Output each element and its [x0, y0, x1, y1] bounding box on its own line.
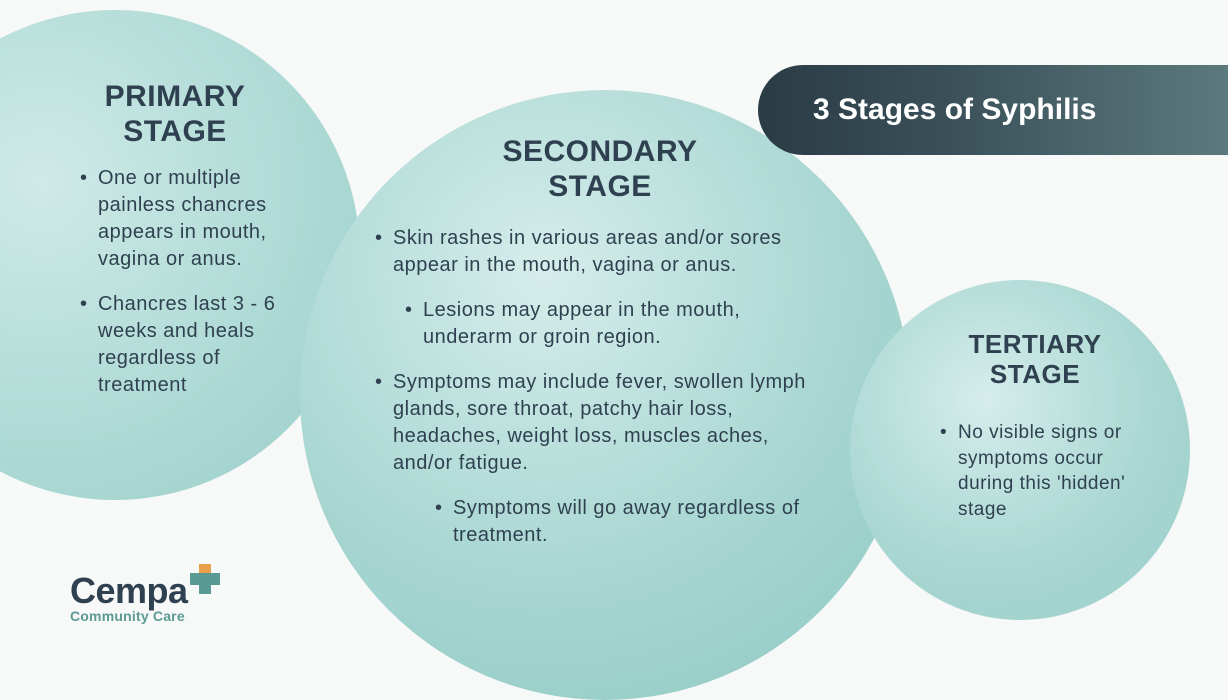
primary-bullets: One or multiple painless chancres appear…: [80, 165, 310, 417]
bullet-text: Lesions may appear in the mouth, underar…: [423, 299, 740, 348]
secondary-stage-title: SECONDARY STAGE: [470, 135, 730, 204]
list-item: Symptoms may include fever, swollen lymp…: [375, 369, 825, 477]
tertiary-stage-title: TERTIARY STAGE: [940, 330, 1130, 390]
bullet-text: Symptoms will go away regardless of trea…: [453, 497, 800, 546]
list-item: One or multiple painless chancres appear…: [80, 165, 310, 273]
brand-logo: Cempa Community Care: [70, 570, 220, 624]
list-item: Chancres last 3 - 6 weeks and heals rega…: [80, 291, 310, 399]
bullet-text: Chancres last 3 - 6 weeks and heals rega…: [98, 293, 275, 396]
bullet-text: Skin rashes in various areas and/or sore…: [393, 227, 781, 276]
plus-icon: [190, 564, 220, 594]
tertiary-title-line2: STAGE: [990, 359, 1080, 389]
logo-top-row: Cempa: [70, 570, 220, 612]
title-banner: 3 Stages of Syphilis: [758, 65, 1228, 155]
logo-subtitle: Community Care: [70, 608, 220, 624]
tertiary-title-line1: TERTIARY: [968, 329, 1101, 359]
secondary-bullets: Skin rashes in various areas and/or sore…: [375, 225, 825, 549]
primary-title-line2: STAGE: [123, 115, 227, 148]
list-item: Lesions may appear in the mouth, underar…: [405, 297, 825, 351]
primary-stage-title: PRIMARY STAGE: [70, 80, 280, 149]
tertiary-bullets: No visible signs or symptoms occur durin…: [940, 420, 1150, 523]
primary-title-line1: PRIMARY: [105, 80, 246, 113]
title-text: 3 Stages of Syphilis: [813, 93, 1096, 127]
bullet-text: Symptoms may include fever, swollen lymp…: [393, 371, 806, 474]
secondary-title-line1: SECONDARY: [502, 135, 697, 168]
secondary-title-line2: STAGE: [548, 170, 652, 203]
list-item: Skin rashes in various areas and/or sore…: [375, 225, 825, 279]
list-item: Symptoms will go away regardless of trea…: [435, 495, 825, 549]
bullet-text: No visible signs or symptoms occur durin…: [958, 422, 1125, 520]
logo-name: Cempa: [70, 570, 188, 612]
bullet-text: One or multiple painless chancres appear…: [98, 167, 267, 270]
list-item: No visible signs or symptoms occur durin…: [940, 420, 1150, 523]
